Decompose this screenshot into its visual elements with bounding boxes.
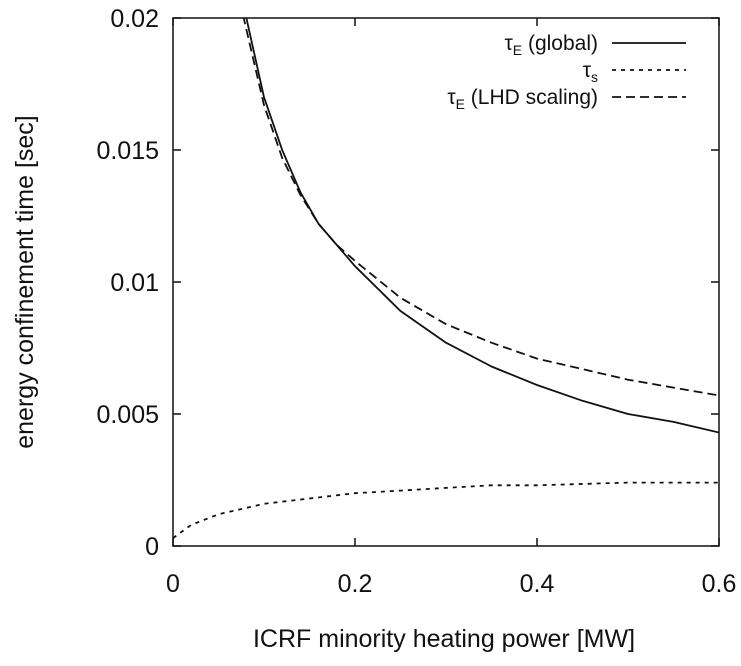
y-tick-label: 0.01 (110, 269, 159, 297)
y-tick-label: 0 (145, 533, 159, 561)
series-line-1 (173, 481, 719, 539)
legend-label-1: τs (583, 59, 598, 85)
y-ticks: 0 0.005 0.01 0.015 0.02 (96, 5, 719, 561)
series-line-0 (245, 18, 719, 434)
series-layer (173, 18, 719, 539)
y-tick-label: 0.02 (110, 5, 159, 33)
y-tick-label: 0.015 (96, 137, 159, 165)
legend-label-0: τE (global) (504, 32, 598, 58)
x-tick-label: 0.4 (520, 570, 555, 598)
plot-frame (172, 17, 720, 547)
x-ticks: 0 0.2 0.4 0.6 (166, 18, 736, 598)
legend-label-2: τE (LHD scaling) (447, 86, 598, 112)
x-tick-label: 0.6 (702, 570, 737, 598)
x-tick-label: 0 (166, 570, 180, 598)
x-axis-title: ICRF minority heating power [MW] (253, 625, 635, 653)
y-tick-label: 0.005 (96, 401, 159, 429)
y-axis-title: energy confinement time [sec] (11, 115, 39, 449)
x-tick-label: 0.2 (338, 570, 373, 598)
series-line-2 (242, 18, 719, 397)
